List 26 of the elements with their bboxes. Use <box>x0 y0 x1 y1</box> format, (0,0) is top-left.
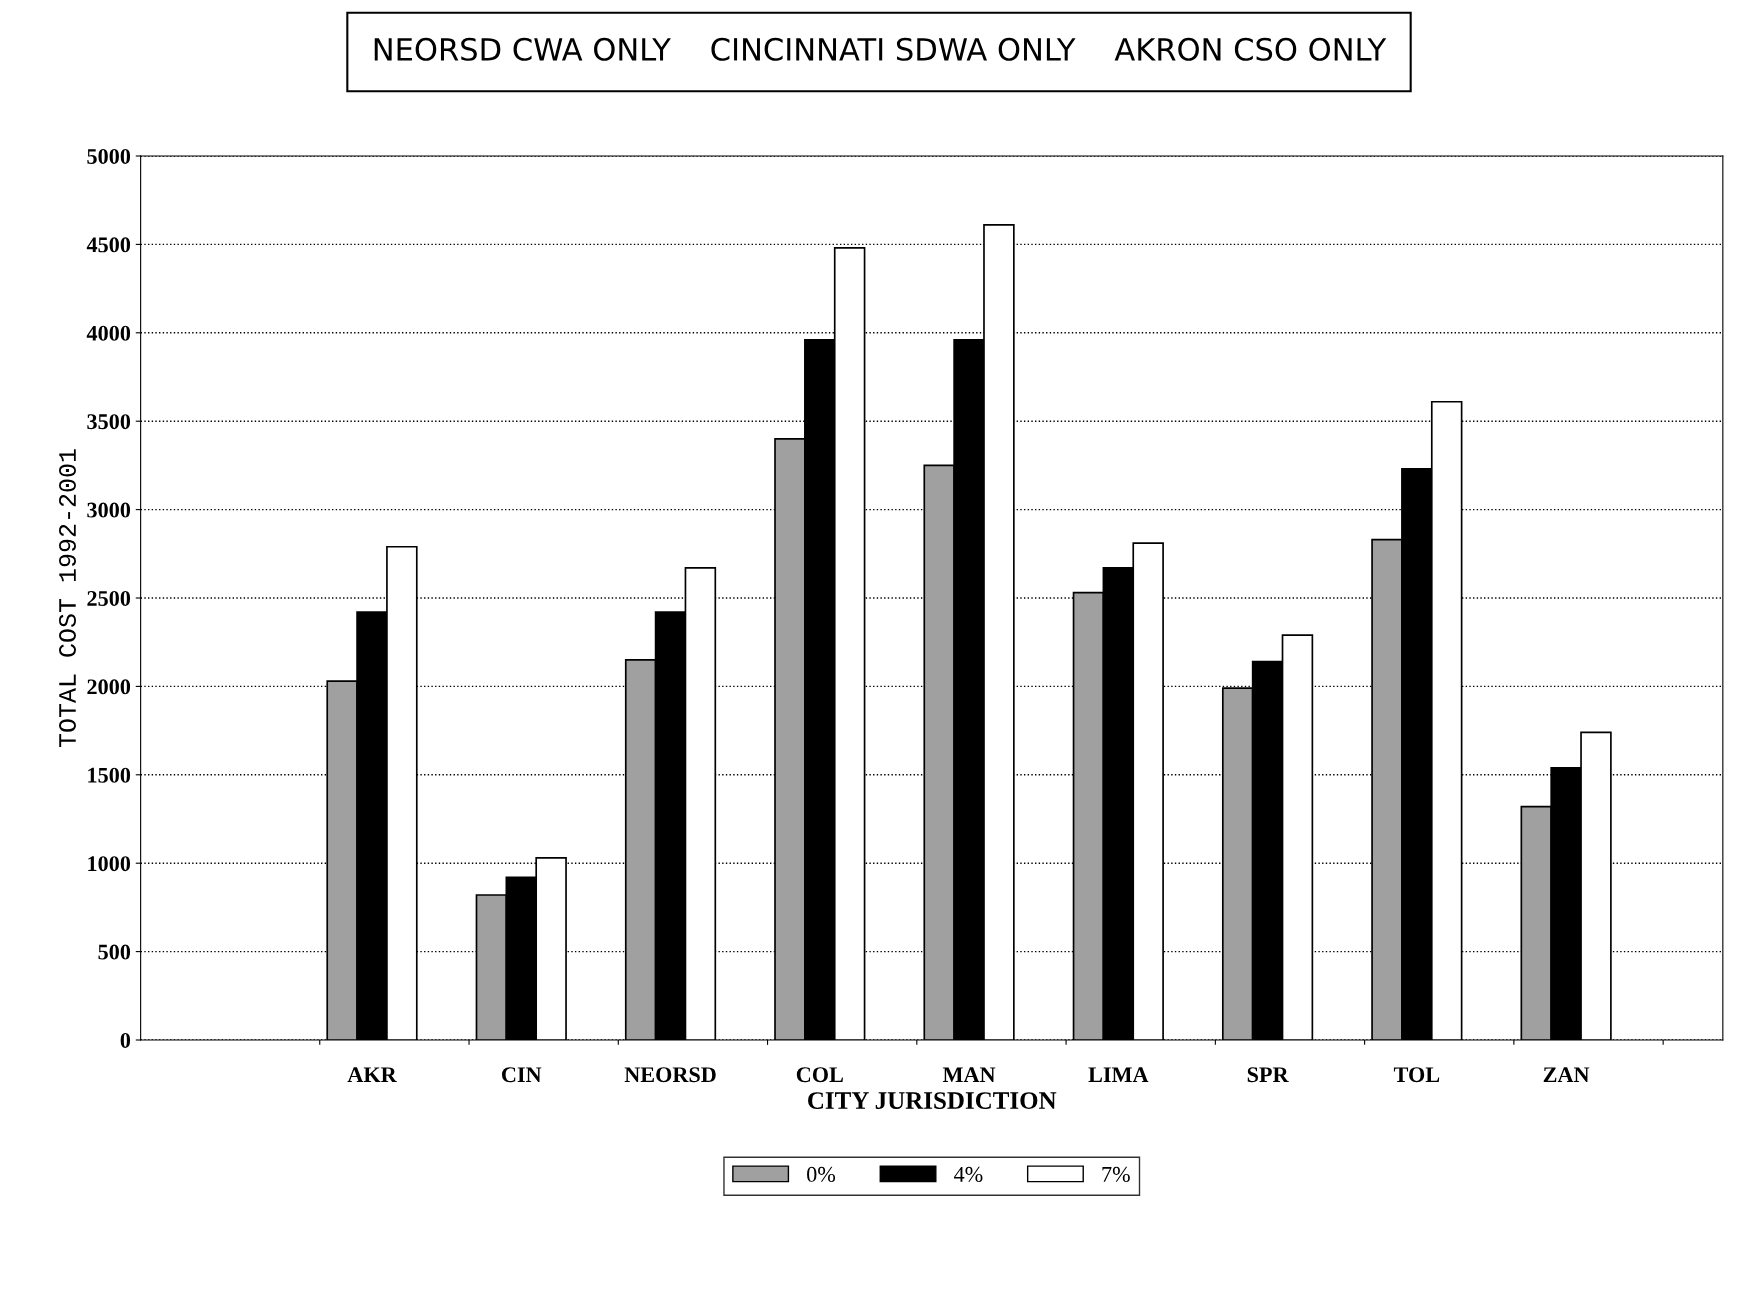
legend-label: 7% <box>1102 1166 1130 1182</box>
x-tick-label: AKR <box>347 1067 397 1082</box>
x-tick-label: CIN <box>501 1067 542 1083</box>
y-tick-label: 2500 <box>87 590 131 606</box>
legend-label: 4% <box>954 1166 983 1182</box>
y-tick-label: 5000 <box>87 148 131 164</box>
y-tick-label: 3500 <box>87 414 131 430</box>
x-tick-label: MAN <box>942 1067 996 1082</box>
legend-label: 0% <box>807 1166 836 1182</box>
x-tick-label: SPR <box>1247 1067 1289 1083</box>
x-tick-label: LIMA <box>1088 1067 1149 1082</box>
y-tick-label: 3000 <box>87 502 131 518</box>
x-tick-label: TOL <box>1393 1067 1440 1083</box>
chart-title: NEORSD CWA ONLY CINCINNATI SDWA ONLY AKRON CSO ONLY <box>374 37 1387 61</box>
y-tick-label: 1500 <box>88 767 131 783</box>
y-tick-label: 1000 <box>88 856 131 872</box>
y-axis-title: TOTAL COST 1992-2001 <box>59 449 76 748</box>
x-axis-title: CITY JURISDICTION <box>808 1092 1057 1109</box>
y-tick-label: 2000 <box>87 679 131 695</box>
y-tick-label: 4500 <box>86 237 131 253</box>
x-tick-label: COL <box>796 1067 843 1083</box>
x-tick-label: NEORSD <box>624 1067 716 1083</box>
y-tick-label: 500 <box>98 944 131 960</box>
y-tick-label: 0 <box>120 1032 131 1048</box>
y-tick-label: 4000 <box>86 325 131 341</box>
x-tick-label: ZAN <box>1543 1067 1590 1082</box>
